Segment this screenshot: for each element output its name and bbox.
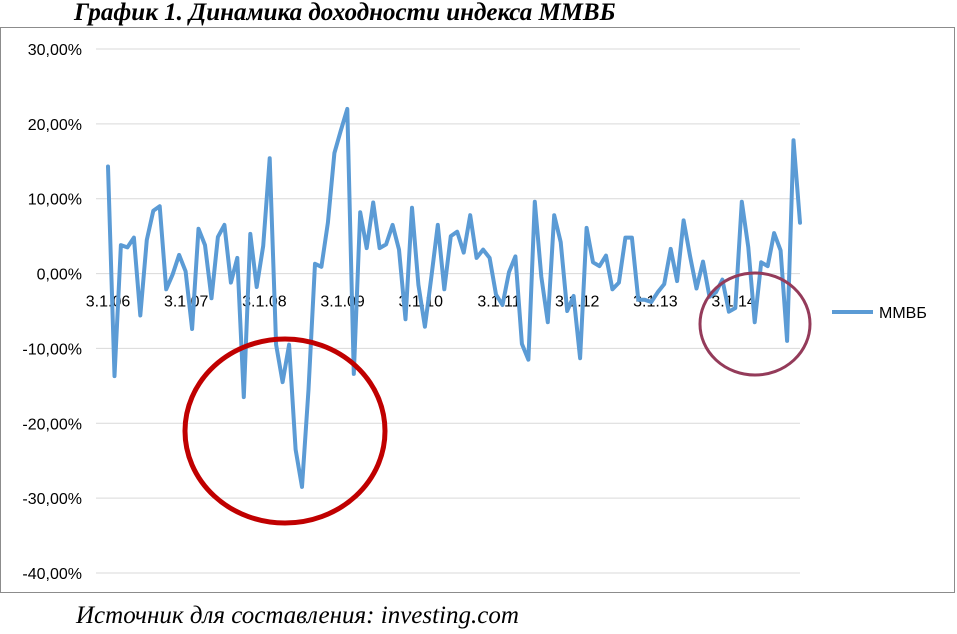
series-layer	[106, 106, 802, 489]
y-tick-label: -40,00%	[22, 566, 82, 583]
grid-lines	[96, 48, 800, 574]
x-tick-label: 3.1.14	[711, 294, 756, 311]
x-tick-label: 3.1.06	[86, 294, 131, 311]
y-tick-label: -10,00%	[22, 341, 82, 358]
x-tick-label: 3.1.07	[164, 294, 209, 311]
y-tick-label: 10,00%	[28, 192, 82, 209]
y-axis-tick-labels: 30,00% 20,00% 10,00% 0,00% -10,00% -20,00% -30…	[22, 42, 82, 583]
chart-title: График 1. Динамика доходности индекса ММ…	[74, 0, 616, 26]
y-tick-label: -20,00%	[22, 416, 82, 433]
annotation-layer	[182, 271, 812, 526]
series-line-mmvb	[106, 106, 802, 489]
legend-label: ММВБ	[879, 305, 927, 322]
y-tick-label: 0,00%	[37, 267, 82, 284]
legend: ММВБ	[832, 305, 927, 322]
y-tick-label: 20,00%	[28, 117, 82, 134]
source-note: Источник для составления: investing.com	[76, 602, 519, 629]
chart-frame	[0, 27, 955, 593]
line-chart: 30,00% 20,00% 10,00% 0,00% -10,00% -20,00% -30…	[22, 42, 927, 583]
annotation-circle-2008	[182, 336, 388, 526]
annotation-circle-2014	[698, 271, 812, 377]
y-tick-label: -30,00%	[22, 491, 82, 508]
y-tick-label: 30,00%	[28, 42, 82, 59]
x-tick-label: 3.1.12	[555, 294, 600, 311]
